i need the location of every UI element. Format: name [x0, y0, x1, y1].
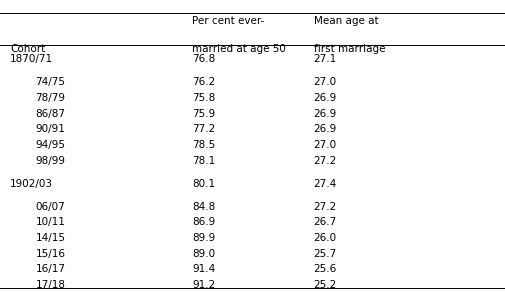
Text: 25.6: 25.6 [313, 264, 336, 274]
Text: 75.9: 75.9 [192, 109, 215, 119]
Text: 84.8: 84.8 [192, 202, 215, 212]
Text: 91.2: 91.2 [192, 280, 215, 290]
Text: 14/15: 14/15 [35, 233, 65, 243]
Text: 76.8: 76.8 [192, 54, 215, 64]
Text: Cohort: Cohort [10, 44, 45, 54]
Text: 1870/71: 1870/71 [10, 54, 53, 64]
Text: 80.1: 80.1 [192, 179, 215, 189]
Text: 90/91: 90/91 [35, 124, 65, 134]
Text: 76.2: 76.2 [192, 77, 215, 87]
Text: 89.0: 89.0 [192, 248, 215, 259]
Text: 86.9: 86.9 [192, 217, 215, 227]
Text: 26.9: 26.9 [313, 124, 336, 134]
Text: 27.2: 27.2 [313, 202, 336, 212]
Text: 26.0: 26.0 [313, 233, 336, 243]
Text: 26.9: 26.9 [313, 93, 336, 103]
Text: 1902/03: 1902/03 [10, 179, 53, 189]
Text: 77.2: 77.2 [192, 124, 215, 134]
Text: first marriage: first marriage [313, 44, 384, 54]
Text: 27.0: 27.0 [313, 140, 336, 150]
Text: 75.8: 75.8 [192, 93, 215, 103]
Text: 27.0: 27.0 [313, 77, 336, 87]
Text: married at age 50: married at age 50 [192, 44, 286, 54]
Text: 27.1: 27.1 [313, 54, 336, 64]
Text: 78/79: 78/79 [35, 93, 65, 103]
Text: 74/75: 74/75 [35, 77, 65, 87]
Text: 78.1: 78.1 [192, 156, 215, 166]
Text: 17/18: 17/18 [35, 280, 65, 290]
Text: 10/11: 10/11 [35, 217, 65, 227]
Text: 26.7: 26.7 [313, 217, 336, 227]
Text: 26.9: 26.9 [313, 109, 336, 119]
Text: 16/17: 16/17 [35, 264, 65, 274]
Text: 27.4: 27.4 [313, 179, 336, 189]
Text: 25.7: 25.7 [313, 248, 336, 259]
Text: 06/07: 06/07 [35, 202, 65, 212]
Text: 98/99: 98/99 [35, 156, 65, 166]
Text: 15/16: 15/16 [35, 248, 65, 259]
Text: 94/95: 94/95 [35, 140, 65, 150]
Text: 27.2: 27.2 [313, 156, 336, 166]
Text: Per cent ever-: Per cent ever- [192, 16, 264, 26]
Text: Mean age at: Mean age at [313, 16, 378, 26]
Text: 78.5: 78.5 [192, 140, 215, 150]
Text: 89.9: 89.9 [192, 233, 215, 243]
Text: 91.4: 91.4 [192, 264, 215, 274]
Text: 86/87: 86/87 [35, 109, 65, 119]
Text: 25.2: 25.2 [313, 280, 336, 290]
